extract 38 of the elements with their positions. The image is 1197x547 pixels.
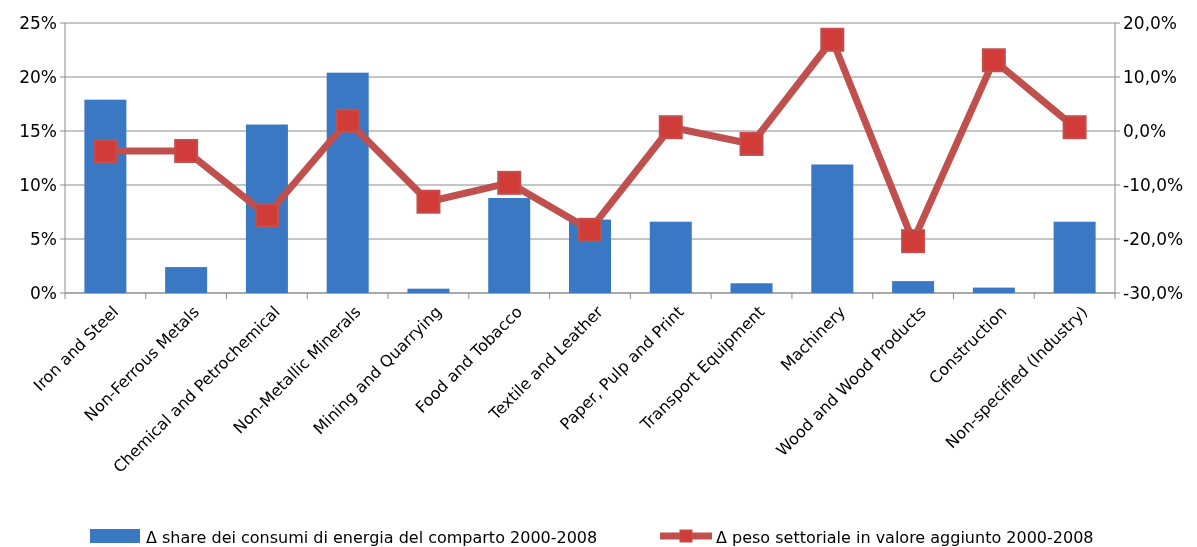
bar xyxy=(407,288,450,293)
y2-tick-label: -10,0% xyxy=(1123,174,1184,195)
y2-tick-label: 20,0% xyxy=(1123,12,1178,33)
bar xyxy=(84,99,127,293)
y-tick-label: 20% xyxy=(19,66,57,87)
point xyxy=(981,48,1006,73)
bar xyxy=(811,164,854,293)
bar xyxy=(892,281,935,293)
point xyxy=(416,189,441,214)
y-tick-label: 15% xyxy=(19,120,57,141)
bar xyxy=(1053,221,1096,293)
point xyxy=(93,138,118,163)
y-tick-label: 10% xyxy=(19,174,57,195)
y2-tick-label: -30,0% xyxy=(1123,282,1184,303)
bar xyxy=(649,221,692,293)
y2-tick-label: 0,0% xyxy=(1123,120,1167,141)
point xyxy=(254,203,279,228)
legend-label: Δ share dei consumi di energia del comparto 2000-2008 xyxy=(146,527,598,547)
y-tick-label: 25% xyxy=(19,12,57,33)
bar xyxy=(972,287,1015,293)
y2-tick-label: -20,0% xyxy=(1123,228,1184,249)
legend-label: Δ peso settoriale in valore aggiunto 2000-2008 xyxy=(716,527,1094,547)
point xyxy=(658,115,683,140)
point xyxy=(174,138,199,163)
point xyxy=(901,229,926,254)
bar xyxy=(165,267,208,293)
bar xyxy=(488,197,531,293)
point xyxy=(1062,115,1087,140)
y-tick-label: 5% xyxy=(30,228,57,249)
point xyxy=(820,27,845,52)
point xyxy=(739,131,764,156)
point xyxy=(497,170,522,195)
bar xyxy=(326,72,369,293)
y2-tick-label: 10,0% xyxy=(1123,66,1178,87)
bar xyxy=(730,283,773,293)
point xyxy=(335,108,360,133)
y-tick-label: 0% xyxy=(30,282,57,303)
point xyxy=(578,217,602,242)
